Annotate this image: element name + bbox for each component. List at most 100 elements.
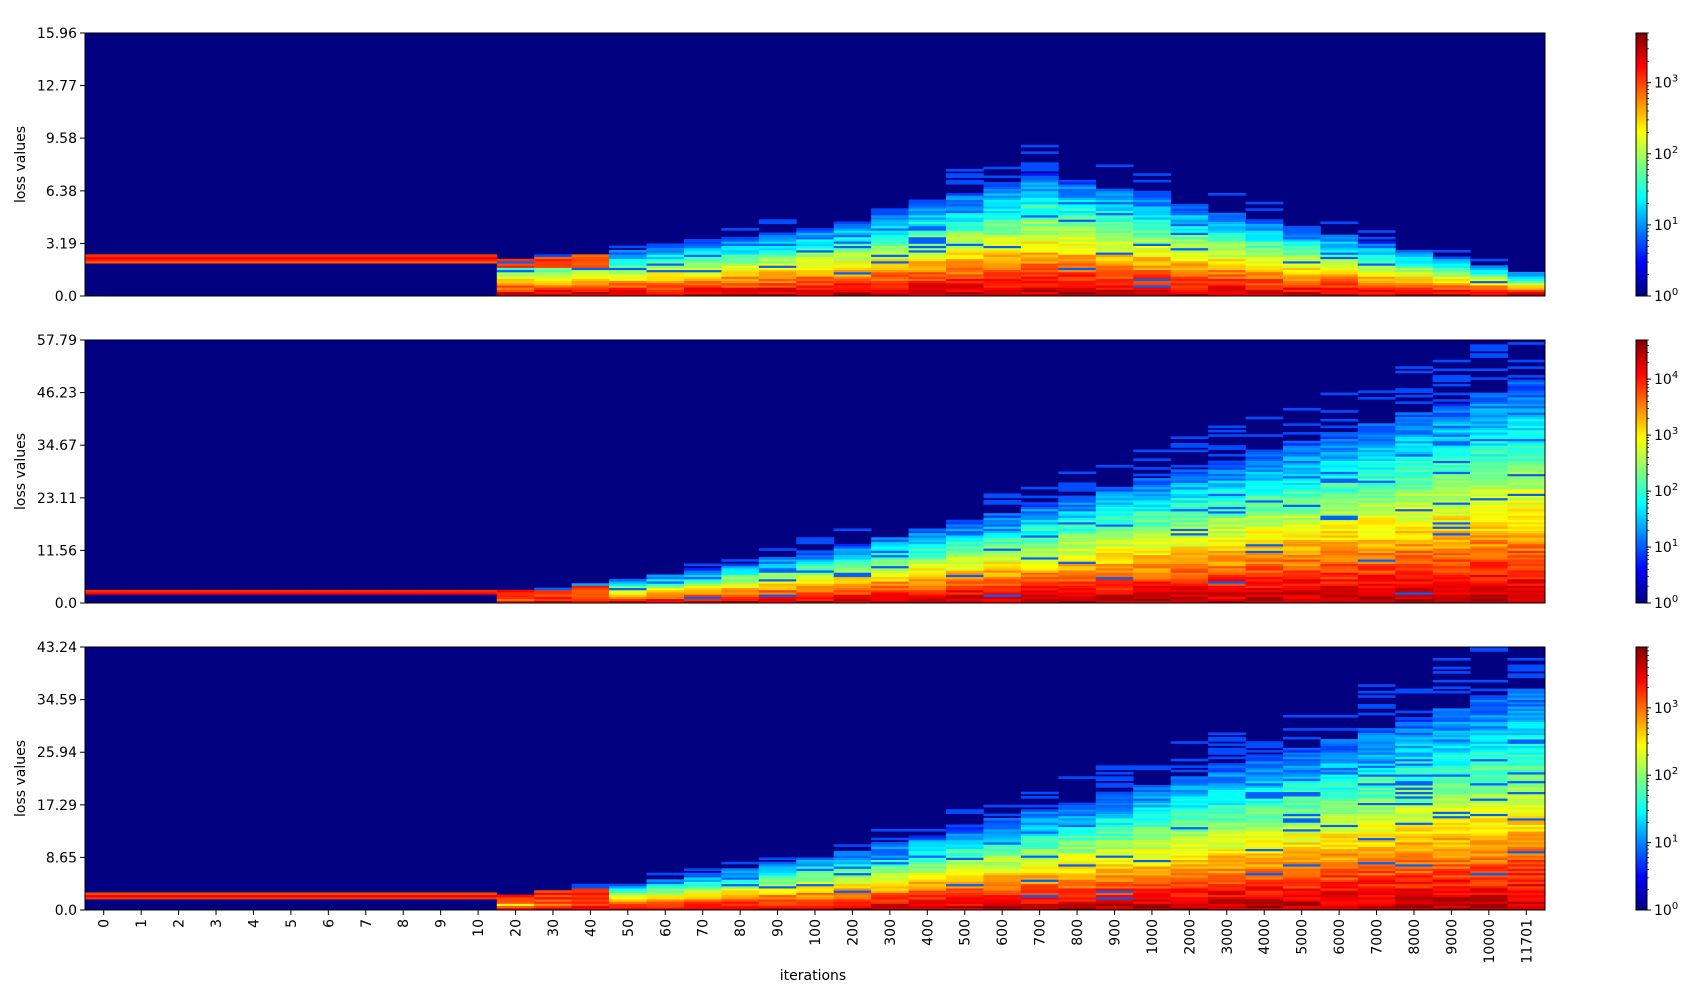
heatmap-cell bbox=[1245, 848, 1284, 852]
heatmap-cell bbox=[1470, 899, 1508, 902]
heatmap-cell bbox=[1245, 550, 1284, 553]
heatmap-cell bbox=[833, 271, 872, 275]
heatmap-cell bbox=[646, 907, 685, 911]
heatmap-cell bbox=[1208, 434, 1246, 437]
heatmap-cell bbox=[871, 285, 909, 288]
heatmap-cell bbox=[1507, 842, 1546, 845]
heatmap-cell bbox=[1395, 833, 1434, 836]
heatmap-cell bbox=[1245, 587, 1284, 591]
heatmap-cell bbox=[1282, 497, 1321, 501]
heatmap-cell bbox=[908, 881, 947, 885]
heatmap-cell bbox=[1395, 756, 1434, 760]
heatmap-cell bbox=[1395, 462, 1434, 466]
heatmap-cell bbox=[1058, 287, 1097, 290]
heatmap-cell bbox=[609, 276, 647, 279]
heatmap-cell bbox=[946, 842, 984, 845]
heatmap-cell bbox=[1095, 837, 1134, 841]
heatmap-cell bbox=[1507, 806, 1546, 810]
heatmap-cell bbox=[1432, 861, 1471, 865]
heatmap-cell bbox=[347, 592, 385, 595]
heatmap-cell bbox=[1395, 249, 1434, 253]
heatmap-cell bbox=[459, 892, 498, 896]
heatmap-cell bbox=[1432, 596, 1471, 600]
heatmap-cell bbox=[683, 278, 722, 282]
heatmap-cell bbox=[1320, 287, 1359, 290]
heatmap-cell bbox=[1058, 482, 1097, 486]
heatmap-cell bbox=[1320, 565, 1359, 569]
heatmap-cell bbox=[347, 589, 385, 593]
heatmap-cell bbox=[908, 232, 947, 236]
heatmap-cell bbox=[1020, 874, 1059, 878]
heatmap-cell bbox=[946, 173, 984, 176]
heatmap-cell bbox=[1470, 438, 1508, 442]
heatmap-cell bbox=[1357, 471, 1396, 475]
heatmap-cell bbox=[1395, 252, 1434, 255]
heatmap-cell bbox=[1020, 546, 1059, 549]
heatmap-cell bbox=[1507, 421, 1546, 424]
heatmap-cell bbox=[871, 554, 909, 558]
heatmap-cell bbox=[1133, 811, 1172, 814]
heatmap-cell bbox=[683, 567, 722, 571]
heatmap-cell bbox=[1282, 247, 1321, 251]
heatmap-cell bbox=[1095, 188, 1134, 192]
heatmap-cell bbox=[1133, 861, 1172, 865]
heatmap-cell bbox=[534, 598, 573, 602]
heatmap-cell bbox=[1470, 866, 1508, 869]
heatmap-cell bbox=[833, 258, 872, 262]
heatmap-cell bbox=[1470, 530, 1508, 534]
heatmap-cell bbox=[1357, 495, 1396, 499]
heatmap-cell bbox=[1133, 813, 1172, 817]
heatmap-cell bbox=[946, 905, 984, 909]
heatmap-cell bbox=[1357, 293, 1396, 297]
heatmap-cell bbox=[1320, 249, 1359, 253]
heatmap-cell bbox=[1282, 225, 1321, 229]
heatmap-cell bbox=[1095, 219, 1134, 222]
y-tick-label: 57.79 bbox=[37, 333, 77, 349]
heatmap-cell bbox=[1245, 499, 1284, 503]
heatmap-cell bbox=[1320, 445, 1359, 448]
heatmap-cell bbox=[758, 872, 797, 876]
heatmap-cell bbox=[1320, 559, 1359, 562]
heatmap-cell bbox=[1470, 559, 1508, 562]
heatmap-cell bbox=[1282, 570, 1321, 573]
heatmap-cell bbox=[1208, 883, 1246, 887]
heatmap-cell bbox=[1058, 214, 1097, 218]
heatmap-cell bbox=[908, 245, 947, 249]
heatmap-cell bbox=[1320, 596, 1359, 600]
heatmap-cell bbox=[1395, 596, 1434, 600]
heatmap-cell bbox=[946, 282, 984, 286]
heatmap-cell bbox=[946, 589, 984, 593]
heatmap-cell bbox=[1320, 548, 1359, 551]
heatmap-cell bbox=[646, 267, 685, 271]
heatmap-cell bbox=[1133, 473, 1172, 477]
heatmap-cell bbox=[646, 901, 685, 904]
heatmap-cell bbox=[1208, 750, 1246, 753]
heatmap-cell bbox=[758, 232, 797, 236]
heatmap-cell bbox=[1395, 861, 1434, 865]
heatmap-cell bbox=[683, 249, 722, 253]
heatmap-cell bbox=[983, 203, 1022, 207]
heatmap-cell bbox=[1170, 787, 1209, 790]
heatmap-cell bbox=[1507, 734, 1546, 738]
heatmap-cell bbox=[571, 263, 610, 266]
heatmap-cell bbox=[1507, 469, 1546, 472]
heatmap-cell bbox=[721, 589, 760, 593]
heatmap-cell bbox=[1170, 574, 1209, 578]
heatmap-cell bbox=[609, 291, 647, 295]
heatmap-cell bbox=[1357, 482, 1396, 486]
heatmap-cell bbox=[1432, 787, 1471, 790]
heatmap-cell bbox=[496, 289, 535, 293]
heatmap-cell bbox=[683, 881, 722, 885]
heatmap-cell bbox=[983, 844, 1022, 847]
heatmap-cell bbox=[1507, 587, 1546, 591]
heatmap-cell bbox=[1020, 881, 1059, 885]
heatmap-cell bbox=[1507, 868, 1546, 871]
heatmap-cell bbox=[1395, 769, 1434, 773]
heatmap-cell bbox=[1432, 712, 1471, 716]
heatmap-cell bbox=[1020, 598, 1059, 602]
heatmap-cell bbox=[1320, 813, 1359, 817]
heatmap-cell bbox=[1245, 896, 1284, 900]
heatmap-cell bbox=[1507, 846, 1546, 850]
heatmap-cell bbox=[1320, 774, 1359, 777]
heatmap-cell bbox=[683, 589, 722, 593]
